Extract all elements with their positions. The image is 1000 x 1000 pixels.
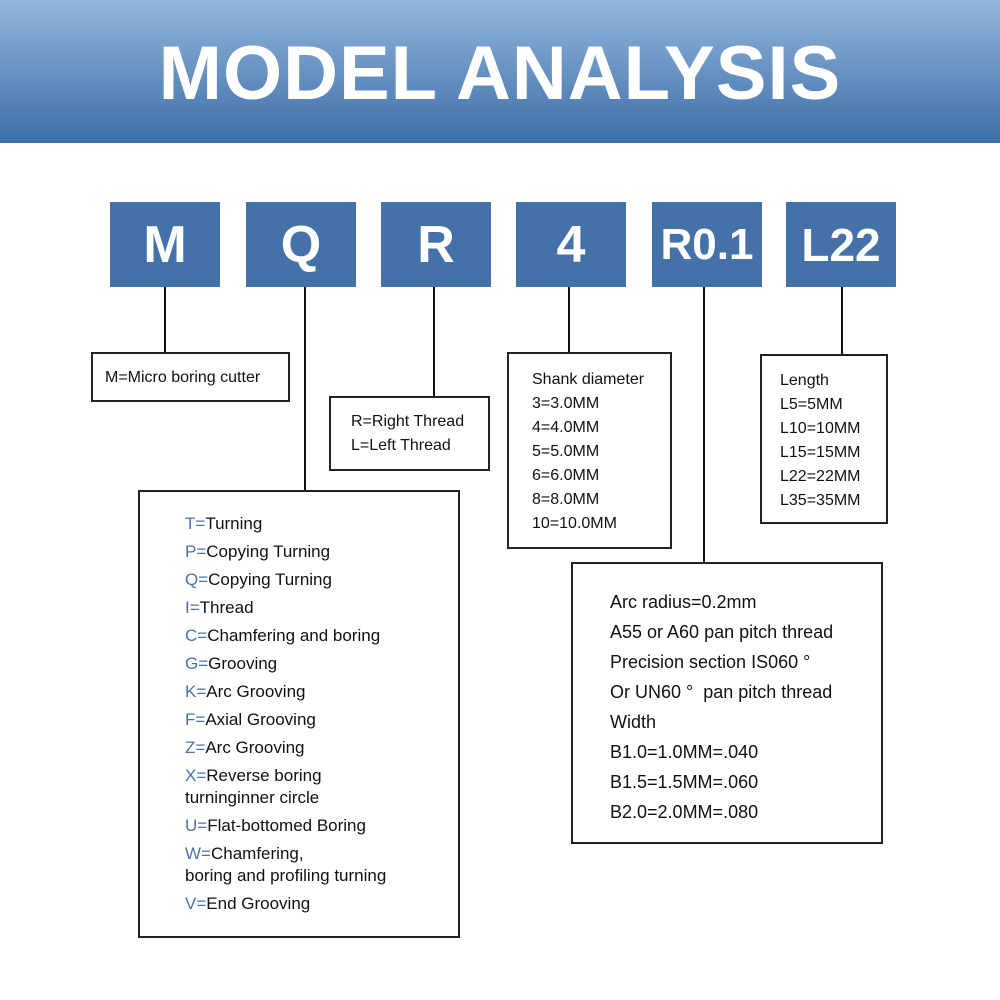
page-title: MODEL ANALYSIS <box>158 31 842 116</box>
type-value: Arc Grooving <box>206 682 306 701</box>
shank-line: Shank diameter <box>532 371 645 388</box>
shank-line: 5=5.0MM <box>532 443 600 460</box>
code-q: Q <box>246 202 356 287</box>
r-box-line: L=Left Thread <box>351 437 451 454</box>
connector-4 <box>568 287 570 352</box>
type-key: P= <box>185 542 207 561</box>
type-key: I= <box>185 598 200 617</box>
length-box: Length L5=5MM L10=10MM L15=15MM L22=22MM… <box>760 354 888 524</box>
type-box: T=Turning P=Copying Turning Q=Copying Turn… <box>138 490 460 938</box>
arc-line: Width <box>610 712 657 732</box>
code-l22: L22 <box>786 202 896 287</box>
type-item: Z=Arc Grooving <box>185 734 458 762</box>
type-value: Reverse boring <box>206 766 322 785</box>
shank-line: 4=4.0MM <box>532 419 600 436</box>
arc-line: Or UN60 ° pan pitch thread <box>610 682 833 702</box>
type-value: Chamfering, <box>210 844 304 863</box>
m-box-text: M=Micro boring cutter <box>105 369 261 386</box>
type-item: W=Chamfering, <box>185 840 458 868</box>
type-key: F= <box>185 710 206 729</box>
code-r01: R0.1 <box>652 202 762 287</box>
type-item: boring and profiling turning <box>185 862 458 890</box>
type-item: I=Thread <box>185 594 458 622</box>
type-key: V= <box>185 894 207 913</box>
type-item: G=Grooving <box>185 650 458 678</box>
type-item: C=Chamfering and boring <box>185 622 458 650</box>
connector-m <box>164 287 166 352</box>
arc-line: A55 or A60 pan pitch thread <box>610 622 834 642</box>
shank-box: Shank diameter 3=3.0MM 4=4.0MM 5=5.0MM 6… <box>507 352 672 549</box>
connector-q <box>304 287 306 490</box>
shank-line: 6=6.0MM <box>532 467 600 484</box>
type-item: T=Turning <box>185 510 458 538</box>
header-banner: MODEL ANALYSIS <box>0 0 1000 143</box>
length-line: L35=35MM <box>780 492 861 509</box>
type-item: K=Arc Grooving <box>185 678 458 706</box>
type-key: Z= <box>185 738 206 757</box>
type-key: G= <box>185 654 209 673</box>
type-value: End Grooving <box>206 894 311 913</box>
connector-r01 <box>703 287 705 562</box>
type-value: Turning <box>205 514 263 533</box>
length-line: Length <box>780 372 829 389</box>
type-item: Q=Copying Turning <box>185 566 458 594</box>
arc-line: Arc radius=0.2mm <box>610 592 757 612</box>
type-value: Chamfering and boring <box>207 626 381 645</box>
arc-box: Arc radius=0.2mm A55 or A60 pan pitch th… <box>571 562 883 844</box>
arc-line: B2.0=2.0MM=.080 <box>610 802 759 822</box>
type-key: C= <box>185 626 208 645</box>
type-key: K= <box>185 682 207 701</box>
length-line: L5=5MM <box>780 396 843 413</box>
connector-r <box>433 287 435 396</box>
arc-line: B1.5=1.5MM=.060 <box>610 772 759 792</box>
type-key: W= <box>185 844 211 863</box>
type-value: Thread <box>199 598 254 617</box>
type-key: T= <box>185 514 206 533</box>
type-value: Copying Turning <box>206 542 331 561</box>
r-box: R=Right Thread L=Left Thread <box>329 396 490 471</box>
type-item: F=Axial Grooving <box>185 706 458 734</box>
type-key: U= <box>185 816 208 835</box>
type-item: X=Reverse boring <box>185 762 458 790</box>
arc-line: B1.0=1.0MM=.040 <box>610 742 759 762</box>
shank-line: 8=8.0MM <box>532 491 600 508</box>
type-value: Grooving <box>208 654 278 673</box>
type-item: P=Copying Turning <box>185 538 458 566</box>
type-value: boring and profiling turning <box>185 866 387 885</box>
m-box: M=Micro boring cutter <box>91 352 290 402</box>
r-box-line: R=Right Thread <box>351 413 465 430</box>
connector-l22 <box>841 287 843 354</box>
code-m: M <box>110 202 220 287</box>
type-value: Arc Grooving <box>205 738 305 757</box>
shank-line: 3=3.0MM <box>532 395 600 412</box>
shank-line: 10=10.0MM <box>532 515 617 532</box>
length-line: L10=10MM <box>780 420 861 437</box>
type-key: Q= <box>185 570 209 589</box>
type-key: X= <box>185 766 207 785</box>
code-4: 4 <box>516 202 626 287</box>
type-item: U=Flat-bottomed Boring <box>185 812 458 840</box>
length-line: L15=15MM <box>780 444 861 461</box>
type-value: turninginner circle <box>185 788 320 807</box>
length-line: L22=22MM <box>780 468 861 485</box>
type-value: Axial Grooving <box>205 710 316 729</box>
arc-line: Precision section IS060 ° <box>610 652 811 672</box>
code-r: R <box>381 202 491 287</box>
type-item: turninginner circle <box>185 784 458 812</box>
type-item: V=End Grooving <box>185 890 458 918</box>
type-value: Copying Turning <box>208 570 332 589</box>
type-value: Flat-bottomed Boring <box>207 816 366 835</box>
